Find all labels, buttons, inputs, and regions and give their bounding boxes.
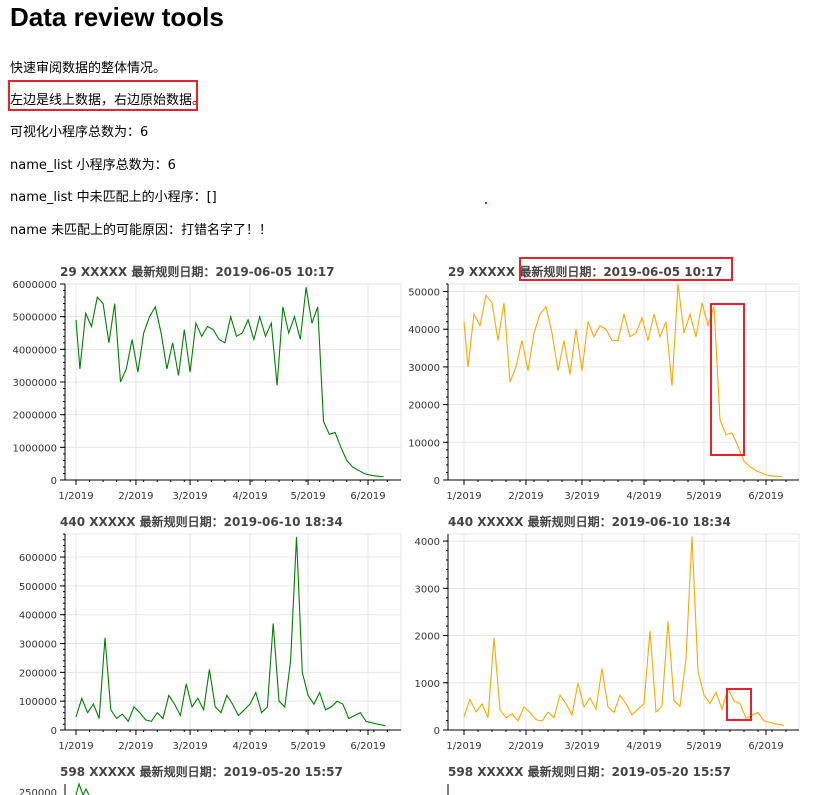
x-tick-label: 5/2019 [290,741,325,752]
info-line-namelist-count: name_list 小程序总数为：6 [10,158,176,173]
chart-title: 440 XXXXX 最新规则日期：2019-06-10 18:34 [448,514,731,529]
x-tick-label: 6/2019 [350,491,385,502]
x-tick-label: 6/2019 [748,491,783,502]
chart-title: 29 XXXXX 最新规则日期：2019-06-05 10:17 [448,264,722,279]
x-tick-label: 5/2019 [686,491,721,502]
y-tick-label: 50000 [408,288,440,299]
y-tick-label: 30000 [408,363,440,374]
y-tick-label: 500000 [19,582,57,593]
series-line [75,287,384,478]
series-line-partial [75,782,90,795]
x-tick-label: 1/2019 [446,741,481,752]
series-line [463,536,785,726]
x-tick-label: 3/2019 [172,741,207,752]
x-tick-label: 5/2019 [686,741,721,752]
highlight-box-drop [710,303,745,456]
x-tick-label: 6/2019 [748,741,783,752]
y-tick-label: 600000 [19,553,57,564]
y-tick-label: 5000000 [12,313,57,324]
chart-title: 440 XXXXX 最新规则日期：2019-06-10 18:34 [60,514,343,529]
plot-frame [64,533,402,731]
x-tick-label: 2/2019 [508,491,543,502]
chart-panel: 29 XXXXX 最新规则日期：2019-06-05 10:17 0 1000000… [12,264,402,502]
y-tick-label: 0 [51,726,57,737]
y-tick-label: 4000000 [12,345,57,356]
x-tick-label: 2/2019 [118,741,153,752]
x-tick-label: 3/2019 [172,491,207,502]
y-tick-label: 3000 [415,584,440,595]
plot-frame [447,283,800,481]
chart-panel: 440 XXXXX 最新规则日期：2019-06-10 18:34 0 1000 20… [415,514,800,752]
y-tick-label: 100000 [19,697,57,708]
y-tick-label: 0 [434,726,440,737]
chart-title-partial: 598 XXXXX 最新规则日期：2019-05-20 15:57 [60,764,343,779]
x-tick-label: 1/2019 [446,491,481,502]
series-line [75,536,386,727]
chart-title: 29 XXXXX 最新规则日期：2019-06-05 10:17 [60,264,334,279]
x-tick-label: 5/2019 [290,491,325,502]
highlight-box-drop [726,688,752,721]
y-tick-label: 1000000 [12,443,57,454]
x-tick-label: 6/2019 [350,741,385,752]
x-tick-label: 3/2019 [564,491,599,502]
x-tick-label: 2/2019 [118,491,153,502]
y-tick-label: 1000 [415,679,440,690]
x-tick-label: 4/2019 [232,741,267,752]
y-tick-label: 0 [51,476,57,487]
x-tick-label: 1/2019 [58,491,93,502]
y-tick-label: 2000 [415,632,440,643]
chart-title-partial: 598 XXXXX 最新规则日期：2019-05-20 15:57 [448,764,731,779]
highlight-box-title [519,257,733,281]
x-tick-label: 4/2019 [626,741,661,752]
series-line [463,283,783,478]
y-tick-label: 10000 [408,438,440,449]
page-title: Data review tools [10,2,224,32]
stray-mark [485,202,487,204]
x-tick-label: 4/2019 [626,491,661,502]
y-tick-label: 3000000 [12,378,57,389]
y-tick-label-partial: 250000 [19,788,57,795]
y-tick-label: 40000 [408,325,440,336]
x-tick-label: 3/2019 [564,741,599,752]
highlight-box-info [8,80,198,111]
info-line-visual-count: 可视化小程序总数为：6 [10,125,149,140]
x-tick-label: 4/2019 [232,491,267,502]
info-line-unmatched: name_list 中未匹配上的小程序：[] [10,190,217,205]
y-tick-label: 0 [434,476,440,487]
chart-panel: 440 XXXXX 最新规则日期：2019-06-10 18:34 0 100000… [19,514,402,752]
y-tick-label: 200000 [19,668,57,679]
y-tick-label: 300000 [19,640,57,651]
info-line-reason: name 未匹配上的可能原因：打错名字了！！ [10,223,272,238]
y-tick-label: 2000000 [12,411,57,422]
y-tick-label: 6000000 [12,280,57,291]
y-tick-label: 400000 [19,611,57,622]
chart-panel: 29 XXXXX 最新规则日期：2019-06-05 10:17 0 10000 20… [408,264,800,502]
y-tick-label: 4000 [415,537,440,548]
info-line-summary: 快速审阅数据的整体情况。 [10,61,167,76]
x-tick-label: 2/2019 [508,741,543,752]
y-tick-label: 20000 [408,401,440,412]
info-line-left-right: 左边是线上数据，右边原始数据。 [10,93,206,108]
x-tick-label: 1/2019 [58,741,93,752]
